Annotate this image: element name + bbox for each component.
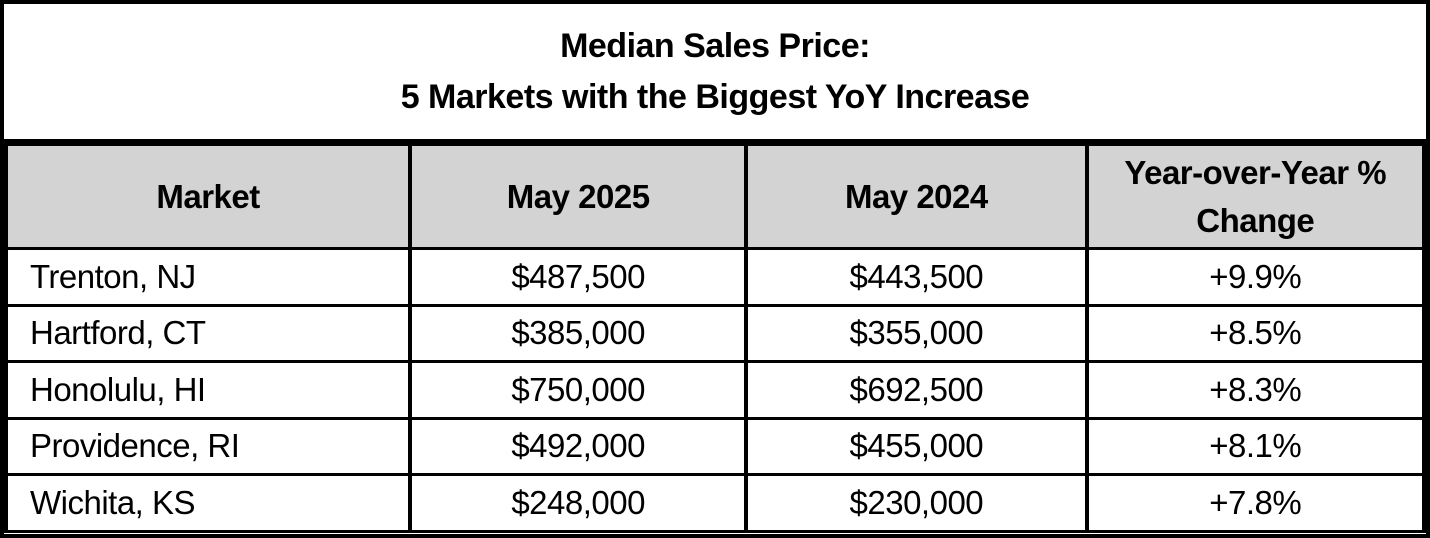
may-2025-cell: $492,000 bbox=[408, 416, 749, 476]
market-cell: Wichita, KS bbox=[4, 473, 413, 533]
median-sales-table: Market May 2025 May 2024 Year-over-Year … bbox=[4, 143, 1426, 533]
may-2024-cell: $355,000 bbox=[744, 303, 1089, 363]
may-2025-cell: $385,000 bbox=[408, 303, 749, 363]
yoy-change-cell: +8.5% bbox=[1084, 303, 1426, 363]
yoy-change-cell: +7.8% bbox=[1084, 473, 1426, 533]
column-header-yoy-change: Year-over-Year % Change bbox=[1084, 143, 1426, 250]
table-row: Honolulu, HI $750,000 $692,500 +8.3% bbox=[4, 360, 1426, 420]
market-cell: Honolulu, HI bbox=[4, 360, 413, 420]
yoy-change-cell: +9.9% bbox=[1084, 247, 1426, 307]
may-2025-cell: $248,000 bbox=[408, 473, 749, 533]
market-cell: Providence, RI bbox=[4, 416, 413, 476]
column-header-may-2025: May 2025 bbox=[408, 143, 749, 250]
column-header-market: Market bbox=[4, 143, 413, 250]
may-2025-cell: $750,000 bbox=[408, 360, 749, 420]
header-row: Market May 2025 May 2024 Year-over-Year … bbox=[4, 143, 1426, 250]
title-line-2: 5 Markets with the Biggest YoY Increase bbox=[400, 77, 1030, 116]
may-2024-cell: $455,000 bbox=[744, 416, 1089, 476]
may-2024-cell: $443,500 bbox=[744, 247, 1089, 307]
title-line-1: Median Sales Price: bbox=[560, 26, 870, 65]
yoy-change-cell: +8.1% bbox=[1084, 416, 1426, 476]
table-row: Providence, RI $492,000 $455,000 +8.1% bbox=[4, 416, 1426, 476]
may-2024-cell: $230,000 bbox=[744, 473, 1089, 533]
may-2025-cell: $487,500 bbox=[408, 247, 749, 307]
column-header-may-2024: May 2024 bbox=[744, 143, 1089, 250]
table-title: Median Sales Price: 5 Markets with the B… bbox=[4, 4, 1426, 143]
yoy-change-cell: +8.3% bbox=[1084, 360, 1426, 420]
may-2024-cell: $692,500 bbox=[744, 360, 1089, 420]
market-cell: Trenton, NJ bbox=[4, 247, 413, 307]
table-row: Wichita, KS $248,000 $230,000 +7.8% bbox=[4, 473, 1426, 533]
table-row: Hartford, CT $385,000 $355,000 +8.5% bbox=[4, 303, 1426, 363]
table-row: Trenton, NJ $487,500 $443,500 +9.9% bbox=[4, 247, 1426, 307]
market-cell: Hartford, CT bbox=[4, 303, 413, 363]
